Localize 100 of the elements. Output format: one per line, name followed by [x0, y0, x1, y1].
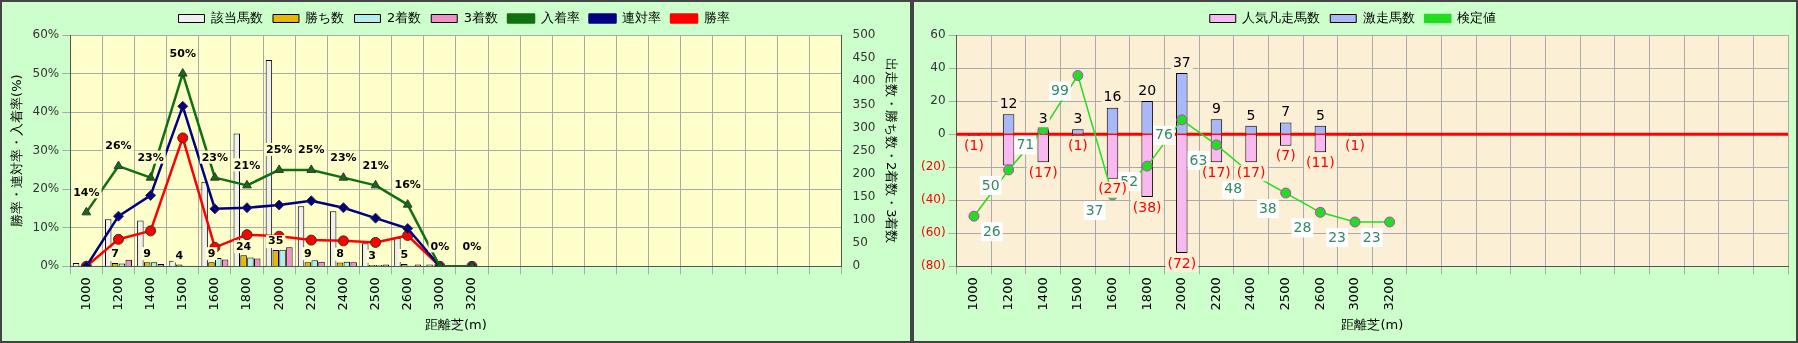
- data-label: 23: [1362, 228, 1381, 245]
- data-label: 4: [175, 248, 184, 262]
- legend-label: 激走馬数: [1362, 9, 1415, 25]
- x-tick-label: 1800: [1138, 277, 1154, 311]
- legend-label: 該当馬数: [210, 9, 263, 25]
- x-axis-title: 距離芝(m): [424, 316, 487, 332]
- legend-label: 2着数: [386, 9, 422, 25]
- data-label: 0%: [462, 239, 482, 253]
- data-label: 35: [268, 234, 284, 248]
- data-label: 50: [981, 176, 1000, 193]
- y2-tick-label: 200: [852, 165, 876, 180]
- data-label: (11): [1305, 153, 1335, 170]
- x-tick-label: 1200: [109, 277, 125, 311]
- y-tick-label: (20): [920, 159, 946, 174]
- x-tick-label: 2200: [1207, 277, 1223, 311]
- data-label: (1): [1067, 137, 1088, 154]
- data-label: (1): [964, 137, 984, 154]
- y2-tick-label: 0: [852, 258, 861, 273]
- data-label: 5: [1315, 106, 1325, 123]
- data-label: 50%: [169, 46, 196, 60]
- y-tick-label: (60): [920, 225, 946, 240]
- data-label: 7: [111, 247, 119, 261]
- x-tick-label: 1500: [1069, 277, 1085, 311]
- legend-label: 3着数: [463, 9, 499, 25]
- y-tick-label: (40): [920, 192, 946, 207]
- y-tick-label: 60: [930, 27, 946, 42]
- data-label: 26: [982, 222, 1001, 239]
- x-tick-label: 1600: [206, 277, 222, 311]
- x-tick-label: 1400: [1034, 277, 1050, 311]
- data-label: 5: [400, 248, 409, 262]
- y2-tick-label: 100: [852, 212, 876, 227]
- x-tick-label: 3200: [1381, 277, 1397, 311]
- data-label: 23%: [330, 151, 357, 164]
- data-label: 21%: [233, 158, 261, 172]
- y2-tick-label: 400: [852, 73, 876, 88]
- data-label: 38: [1258, 199, 1277, 216]
- y-tick-label: 50%: [32, 65, 60, 80]
- data-label: 14%: [73, 185, 100, 199]
- x-tick-label: 3000: [431, 277, 447, 311]
- x-tick-label: 2500: [1277, 277, 1293, 311]
- data-label: 23: [1328, 228, 1347, 245]
- data-label: 12: [999, 94, 1018, 111]
- y-tick-label: 20: [930, 93, 946, 108]
- y-axis-title: 勝率・連対率・入着率(%): [9, 74, 25, 227]
- data-label: 37: [1172, 53, 1191, 70]
- x-tick-label: 2600: [1311, 277, 1327, 311]
- data-label: 25%: [265, 143, 293, 157]
- y2-tick-label: 300: [852, 119, 876, 134]
- data-label: 37: [1085, 201, 1104, 218]
- data-label: 71: [1016, 136, 1035, 153]
- data-label: 99: [1051, 82, 1069, 99]
- x-tick-label: 2400: [334, 277, 350, 311]
- data-label: (72): [1167, 254, 1197, 271]
- data-label: 20: [1138, 81, 1157, 98]
- data-label: 3: [1073, 109, 1083, 126]
- y2-tick-label: 250: [852, 142, 876, 157]
- y2-tick-label: 450: [852, 50, 876, 65]
- data-label: 9: [207, 246, 216, 260]
- y-tick-label: 60%: [32, 27, 60, 42]
- x-tick-label: 2400: [1242, 277, 1258, 311]
- data-label: 48: [1224, 180, 1243, 197]
- y-tick-label: 0: [937, 126, 946, 141]
- data-label: 0%: [430, 239, 450, 253]
- legend-label: 勝率: [703, 9, 730, 25]
- data-label: (38): [1132, 198, 1162, 215]
- data-label: 21%: [362, 158, 389, 172]
- x-tick-label: 3000: [1346, 277, 1362, 311]
- data-label: 9: [143, 246, 152, 260]
- y2-tick-label: 500: [852, 27, 876, 42]
- x-tick-label: 2000: [1173, 277, 1189, 311]
- data-label: 23%: [137, 151, 164, 164]
- data-label: 9: [1211, 99, 1221, 116]
- x-tick-label: 1500: [174, 277, 190, 311]
- y-tick-label: 30%: [32, 142, 60, 157]
- data-label: 5: [1246, 106, 1256, 123]
- data-label: 24: [235, 239, 252, 253]
- y2-tick-label: 50: [852, 235, 868, 250]
- x-tick-label: 1600: [1103, 277, 1119, 311]
- legend-label: 勝ち数: [305, 9, 345, 25]
- data-label: 8: [336, 246, 344, 260]
- x-tick-label: 1400: [141, 277, 157, 311]
- data-label: 7: [1281, 103, 1291, 120]
- data-label: 16%: [394, 177, 421, 191]
- y-tick-label: 0%: [40, 258, 60, 273]
- y-tick-label: (80): [920, 258, 946, 273]
- x-tick-label: 2600: [399, 277, 415, 311]
- y-tick-label: 40: [930, 60, 946, 75]
- x-tick-label: 2500: [366, 277, 382, 311]
- x-tick-label: 1200: [999, 277, 1015, 311]
- data-label: 23%: [201, 151, 229, 164]
- data-label: 26%: [105, 139, 132, 153]
- data-label: (17): [1028, 163, 1058, 180]
- x-tick-label: 2000: [270, 277, 286, 311]
- data-label: (7): [1275, 147, 1296, 164]
- y-tick-label: 10%: [32, 219, 60, 234]
- y2-tick-label: 350: [852, 96, 876, 111]
- data-label: 28: [1293, 218, 1312, 235]
- x-tick-label: 1000: [77, 277, 93, 311]
- x-tick-label: 2200: [302, 277, 318, 311]
- x-tick-label: 1800: [238, 277, 254, 311]
